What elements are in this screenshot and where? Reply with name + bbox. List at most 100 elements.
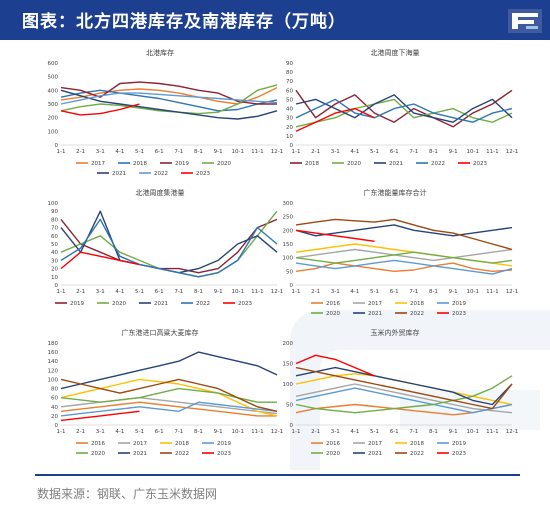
chart-0: 北港库存 0 100 200 300 400 500 600 1-1 2-1 3-1 4-1 5-1 6-… xyxy=(48,48,284,177)
x-tick-label: 5-1 xyxy=(370,429,379,435)
x-tick-label: 6-1 xyxy=(155,429,164,435)
legend-label: 2021 xyxy=(154,301,168,307)
x-tick-label: 10-1 xyxy=(466,289,478,295)
legend-label: 2019 xyxy=(452,301,466,307)
x-tick-label: 3-1 xyxy=(96,289,105,295)
series-line-2019 xyxy=(295,387,513,414)
y-tick-label: 140 xyxy=(48,359,59,365)
y-tick-label: 10 xyxy=(286,134,293,140)
y-tick-label: 100 xyxy=(48,129,59,135)
y-tick-label: 20 xyxy=(51,267,58,273)
series-line-2023 xyxy=(60,251,140,270)
legend-label: 2018 xyxy=(410,301,424,307)
y-tick-label: 250 xyxy=(283,215,294,221)
x-tick-label: 1-1 xyxy=(57,429,66,435)
legend-label: 2023 xyxy=(238,301,252,307)
y-tick-label: 200 xyxy=(283,228,294,234)
y-tick-label: 80 xyxy=(51,387,58,393)
y-tick-label: 50 xyxy=(286,97,293,103)
x-tick-label: 2-1 xyxy=(76,289,85,295)
y-tick-label: 40 xyxy=(51,250,58,256)
company-logo-icon xyxy=(508,9,542,33)
legend-label: 2020 xyxy=(347,161,361,167)
legend-label: 2016 xyxy=(326,441,340,447)
chart-title: 北港库存 xyxy=(146,48,174,57)
chart-panel-4: 广东港进口高粱大麦库存 0 20 40 60 80 100 120 140 160 180 1-1 2-… xyxy=(35,325,285,475)
y-tick-label: 10 xyxy=(51,275,58,281)
x-tick-label: 2-1 xyxy=(311,429,320,435)
y-tick-label: 90 xyxy=(286,61,293,67)
legend-label: 2018 xyxy=(305,161,319,167)
series-line-2022 xyxy=(60,92,278,105)
chart-panel-2: 北港周度集港量 0 10 20 30 40 50 60 70 80 90 100 1-1 2-1 3-1 4-… xyxy=(35,185,285,335)
y-tick-label: 200 xyxy=(283,341,294,347)
x-tick-label: 4-1 xyxy=(350,429,359,435)
series-line-2020 xyxy=(295,98,513,128)
x-tick-label: 2-1 xyxy=(311,149,320,155)
series-line-2023 xyxy=(295,354,375,377)
x-tick-label: 1-1 xyxy=(292,429,301,435)
y-tick-label: 300 xyxy=(283,201,294,207)
series-line-2017 xyxy=(295,383,513,414)
legend-label: 2021 xyxy=(368,451,382,457)
legend-label: 2021 xyxy=(389,161,403,167)
series-line-2017 xyxy=(295,248,513,262)
x-tick-label: 7-1 xyxy=(409,289,418,295)
x-tick-label: 4-1 xyxy=(115,149,124,155)
x-tick-label: 7-1 xyxy=(409,429,418,435)
x-tick-label: 4-1 xyxy=(115,429,124,435)
legend-label: 2023 xyxy=(452,311,466,317)
legend-label: 2021 xyxy=(112,171,126,177)
x-tick-label: 8-1 xyxy=(429,289,438,295)
x-tick-label: 3-1 xyxy=(331,289,340,295)
series-line-2021 xyxy=(295,94,513,123)
y-tick-label: 80 xyxy=(51,217,58,223)
x-tick-label: 5-1 xyxy=(135,429,144,435)
x-tick-label: 3-1 xyxy=(96,149,105,155)
x-tick-label: 9-1 xyxy=(214,149,223,155)
series-line-2018 xyxy=(60,378,278,417)
x-tick-label: 1-1 xyxy=(57,149,66,155)
y-tick-label: 100 xyxy=(283,382,294,388)
y-tick-label: 50 xyxy=(51,242,58,248)
x-tick-label: 10-1 xyxy=(466,149,478,155)
series-line-2022 xyxy=(295,98,513,123)
x-tick-label: 1-1 xyxy=(292,289,301,295)
y-tick-label: 100 xyxy=(283,256,294,262)
legend-label: 2023 xyxy=(217,451,231,457)
series-line-2023 xyxy=(60,410,140,422)
legend-label: 2016 xyxy=(326,301,340,307)
y-tick-label: 100 xyxy=(48,377,59,383)
background-watermark xyxy=(290,310,550,470)
y-tick-label: 0 xyxy=(55,283,59,289)
chart-3: 广东港能量库存合计 0 50 100 150 200 250 300 1-1 2-1 3-1 4-1 5… xyxy=(283,188,519,317)
chart-2: 北港周度集港量 0 10 20 30 40 50 60 70 80 90 100 1-1 2-1 3-1 4-… xyxy=(48,188,284,307)
legend-label: 2020 xyxy=(91,451,105,457)
legend-label: 2016 xyxy=(91,441,105,447)
x-tick-label: 5-1 xyxy=(135,289,144,295)
x-tick-label: 2-1 xyxy=(76,149,85,155)
page-title: 图表：北方四港库存及南港库存（万吨） xyxy=(22,12,346,32)
x-tick-label: 1-1 xyxy=(57,289,66,295)
series-line-2019 xyxy=(60,218,278,274)
legend-label: 2022 xyxy=(154,171,168,177)
x-tick-label: 3-1 xyxy=(96,429,105,435)
x-tick-label: 3-1 xyxy=(331,149,340,155)
x-tick-label: 10-1 xyxy=(231,429,243,435)
series-line-2021 xyxy=(295,224,513,237)
series-line-2021 xyxy=(60,210,278,274)
x-tick-label: 1-1 xyxy=(292,149,301,155)
series-line-2020 xyxy=(295,251,513,264)
legend-label: 2020 xyxy=(217,161,231,167)
legend-label: 2022 xyxy=(196,301,210,307)
series-line-2022 xyxy=(60,218,278,278)
x-tick-label: 9-1 xyxy=(449,289,458,295)
y-tick-label: 150 xyxy=(283,242,294,248)
x-tick-label: 11-1 xyxy=(251,289,263,295)
y-tick-label: 70 xyxy=(286,79,293,85)
legend-label: 2021 xyxy=(133,451,147,457)
x-tick-label: 9-1 xyxy=(449,149,458,155)
x-tick-label: 2-1 xyxy=(311,289,320,295)
x-tick-label: 8-1 xyxy=(429,149,438,155)
chart-title: 广东港能量库存合计 xyxy=(364,188,427,197)
